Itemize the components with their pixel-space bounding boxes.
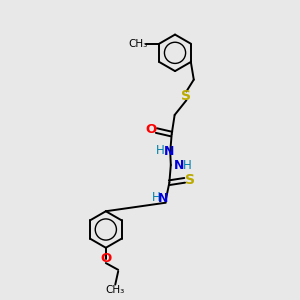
Text: CH₃: CH₃ (128, 39, 147, 49)
Text: H: H (183, 159, 191, 172)
Text: N: N (158, 192, 169, 205)
Text: CH₃: CH₃ (106, 286, 125, 296)
Text: S: S (182, 89, 191, 103)
Text: O: O (146, 123, 157, 136)
Text: S: S (185, 173, 195, 187)
Text: H: H (155, 144, 164, 157)
Text: O: O (100, 252, 112, 265)
Text: H: H (152, 191, 160, 204)
Text: N: N (164, 145, 174, 158)
Text: N: N (174, 158, 184, 172)
